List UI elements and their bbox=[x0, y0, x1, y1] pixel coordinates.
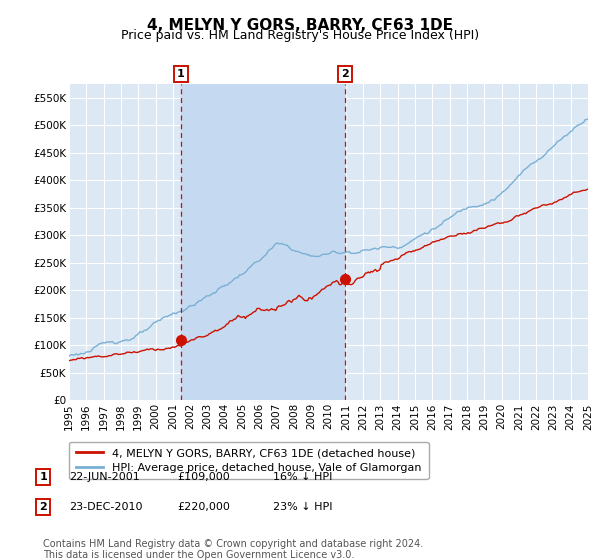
Text: 2: 2 bbox=[40, 502, 47, 512]
Text: 23-DEC-2010: 23-DEC-2010 bbox=[69, 502, 143, 512]
Text: 1: 1 bbox=[177, 69, 185, 80]
Text: 22-JUN-2001: 22-JUN-2001 bbox=[69, 472, 140, 482]
Text: 16% ↓ HPI: 16% ↓ HPI bbox=[273, 472, 332, 482]
Text: Price paid vs. HM Land Registry's House Price Index (HPI): Price paid vs. HM Land Registry's House … bbox=[121, 29, 479, 42]
Text: 4, MELYN Y GORS, BARRY, CF63 1DE: 4, MELYN Y GORS, BARRY, CF63 1DE bbox=[147, 18, 453, 33]
Text: £109,000: £109,000 bbox=[177, 472, 230, 482]
Legend: 4, MELYN Y GORS, BARRY, CF63 1DE (detached house), HPI: Average price, detached : 4, MELYN Y GORS, BARRY, CF63 1DE (detach… bbox=[69, 441, 428, 479]
Text: 2: 2 bbox=[341, 69, 349, 80]
Bar bbox=[181, 84, 345, 400]
Text: 23% ↓ HPI: 23% ↓ HPI bbox=[273, 502, 332, 512]
Text: 1: 1 bbox=[40, 472, 47, 482]
Text: £220,000: £220,000 bbox=[177, 502, 230, 512]
Text: Contains HM Land Registry data © Crown copyright and database right 2024.
This d: Contains HM Land Registry data © Crown c… bbox=[43, 539, 424, 560]
